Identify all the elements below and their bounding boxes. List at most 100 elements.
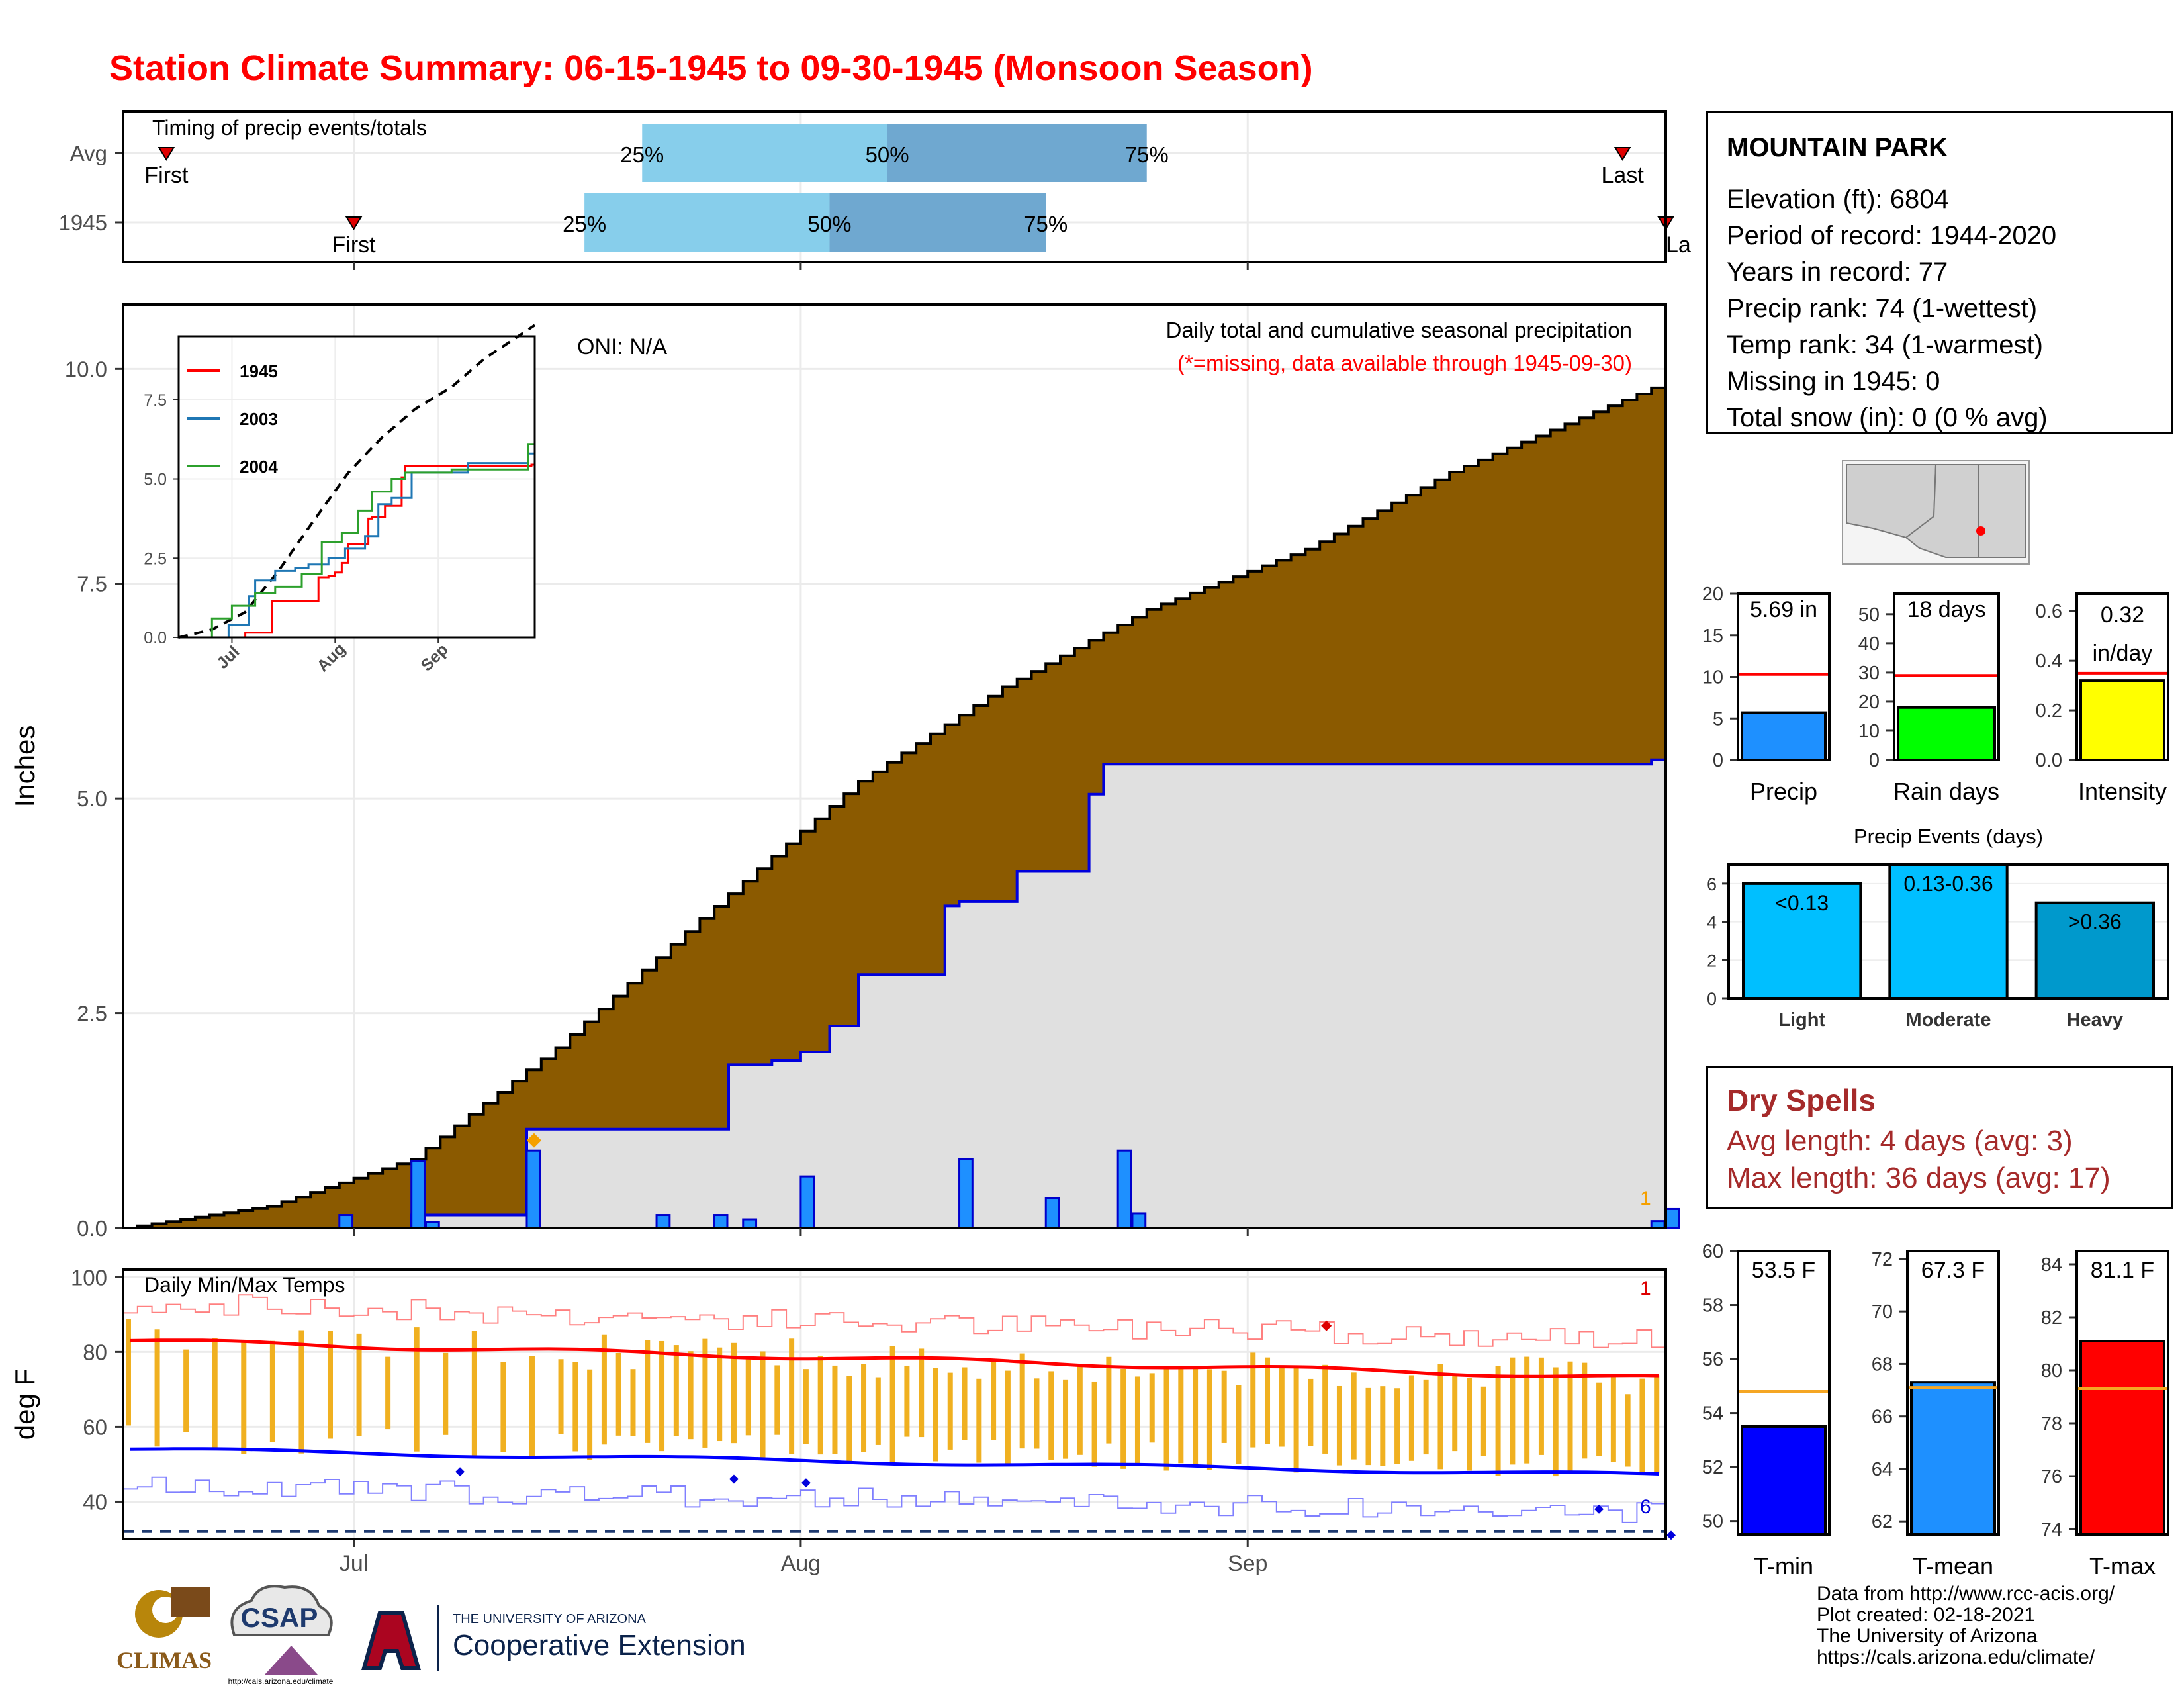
daily-temp-bar <box>774 1365 780 1435</box>
rain-days-y-tick: 0 <box>1869 750 1880 771</box>
y-tick-label: 40 <box>83 1489 107 1514</box>
temp-min-y-tick: 56 <box>1702 1349 1723 1370</box>
csap-logo-text: CSAP <box>241 1602 318 1633</box>
temp-min-y-tick: 58 <box>1702 1295 1723 1317</box>
daily-temp-bar <box>875 1377 881 1445</box>
daily-temp-bar <box>976 1378 982 1463</box>
intensity-name: Intensity <box>2078 778 2167 805</box>
daily-temp-bar <box>1163 1366 1169 1471</box>
daily-temp-bar <box>803 1369 809 1444</box>
event-bar <box>2034 901 2156 1000</box>
temp-max-y-tick: 74 <box>2041 1519 2062 1540</box>
daily-temp-bar <box>1019 1353 1025 1449</box>
timing-bar-upper <box>887 124 1147 182</box>
daily-temp-bar <box>1106 1356 1112 1444</box>
temp-max-border <box>2075 1250 2169 1536</box>
temp-min-y-tick: 54 <box>1702 1403 1723 1425</box>
event-value-label: 0.13-0.36 <box>1903 872 1993 896</box>
csap-mountain-icon <box>265 1646 318 1675</box>
event-bar <box>1742 882 1862 1000</box>
inset-legend-label: 1945 <box>240 361 278 381</box>
precip-total-border <box>1737 592 1831 761</box>
rain-days-y-tick: 50 <box>1858 604 1880 626</box>
y-tick-label: 2.5 <box>77 1002 107 1026</box>
daily-temp-bar <box>846 1376 852 1462</box>
daily-temp-bar <box>1553 1367 1559 1477</box>
timing-first-label: First <box>144 163 189 188</box>
timing-row-label: 1945 <box>59 211 107 235</box>
daily-temp-bar <box>1538 1357 1544 1455</box>
daily-temp-bar <box>1437 1364 1443 1470</box>
daily-temp-bar <box>183 1349 189 1432</box>
y-tick-label: 80 <box>83 1340 107 1364</box>
daily-temp-bar <box>1077 1364 1083 1455</box>
intensity-value-label-2: in/day <box>2093 641 2153 666</box>
avg-tmin-line <box>130 1447 1659 1476</box>
daily-temp-bar <box>414 1327 420 1452</box>
event-value-label: >0.36 <box>2068 910 2122 934</box>
daily-temp-bar <box>1005 1370 1011 1465</box>
daily-temp-bar <box>572 1362 578 1452</box>
temp-max-y-tick: 80 <box>2041 1360 2062 1382</box>
precip-total-y-tick: 0 <box>1713 750 1723 771</box>
daily-temp-bar <box>904 1365 910 1437</box>
precip-total-bar <box>1741 711 1827 761</box>
daily-temp-bar <box>1221 1370 1227 1443</box>
event-category-label: Moderate <box>1906 1009 1991 1031</box>
temp-max-bar <box>2079 1340 2165 1536</box>
daily-temp-bar <box>500 1362 506 1452</box>
oni-annotation: ONI: N/A <box>577 334 667 359</box>
intensity-value-label: 0.32 <box>2101 602 2144 628</box>
dry-spells-box: Dry Spells Avg length: 4 days (avg: 3) M… <box>1706 1066 2173 1209</box>
daily-temp-bar <box>587 1369 593 1460</box>
daily-precip-bar <box>338 1214 354 1229</box>
timing-q50-label: 50% <box>866 142 909 167</box>
timing-q25-label: 25% <box>620 142 664 167</box>
daily-temp-bar <box>717 1347 723 1442</box>
daily-precip-bar <box>799 1175 815 1229</box>
temp-panel-border <box>122 1268 1667 1540</box>
precip-y-axis-label: Inches <box>9 726 40 808</box>
temp-max-y-tick: 84 <box>2041 1254 2062 1276</box>
events-y-tick: 4 <box>1707 913 1717 933</box>
inset-legend-label: 2004 <box>240 457 278 477</box>
daily-temp-bar <box>1524 1356 1530 1464</box>
ua-logo-small-text: THE UNIVERSITY OF ARIZONA <box>453 1612 647 1626</box>
timing-row-label: Avg <box>70 141 107 165</box>
climas-logo-icon <box>171 1587 210 1617</box>
record-low-marker <box>1666 1530 1676 1540</box>
intensity-y-tick: 0.2 <box>2036 700 2062 722</box>
daily-temp-bar <box>601 1334 607 1445</box>
timing-q50-label: 50% <box>807 212 851 236</box>
timing-last-marker <box>1614 147 1631 161</box>
x-tick-label: Sep <box>1228 1551 1268 1576</box>
record-high-marker <box>1321 1320 1332 1331</box>
csap-url: http://cals.arizona.edu/climate <box>228 1677 334 1686</box>
daily-temp-bar <box>269 1340 275 1442</box>
temp-mean-border <box>1906 1250 2000 1536</box>
dry-spells-title: Dry Spells <box>1727 1083 1876 1117</box>
precip-panel-border <box>122 303 1667 1229</box>
daily-temp-bar <box>1193 1366 1199 1466</box>
daily-temp-bar <box>1495 1366 1501 1476</box>
intensity-border <box>2075 592 2169 761</box>
precip-total-y-tick: 5 <box>1713 708 1723 729</box>
events-y-tick: 0 <box>1707 989 1717 1009</box>
timing-title: Timing of precip events/totals <box>152 116 427 140</box>
daily-temp-bar <box>1639 1378 1645 1474</box>
y-tick-label: 60 <box>83 1415 107 1439</box>
daily-temp-bar <box>1365 1387 1371 1466</box>
daily-temp-bar <box>385 1356 391 1430</box>
daily-temp-bar <box>1596 1382 1602 1456</box>
credits: Data from http://www.rcc-acis.org/ Plot … <box>1817 1583 2115 1668</box>
daily-temp-bar <box>1336 1385 1342 1466</box>
daily-temp-bar <box>1510 1357 1516 1465</box>
temp-min-y-tick: 60 <box>1702 1241 1723 1262</box>
events-y-tick: 6 <box>1707 874 1717 894</box>
daily-temp-bar <box>1149 1373 1155 1443</box>
avg-tmax-line <box>130 1338 1659 1378</box>
daily-temp-bar <box>327 1331 333 1439</box>
credit-line: Data from http://www.rcc-acis.org/ <box>1817 1583 2115 1605</box>
temp-title: Daily Min/Max Temps <box>144 1273 345 1297</box>
inset-y-tick: 5.0 <box>144 471 167 489</box>
